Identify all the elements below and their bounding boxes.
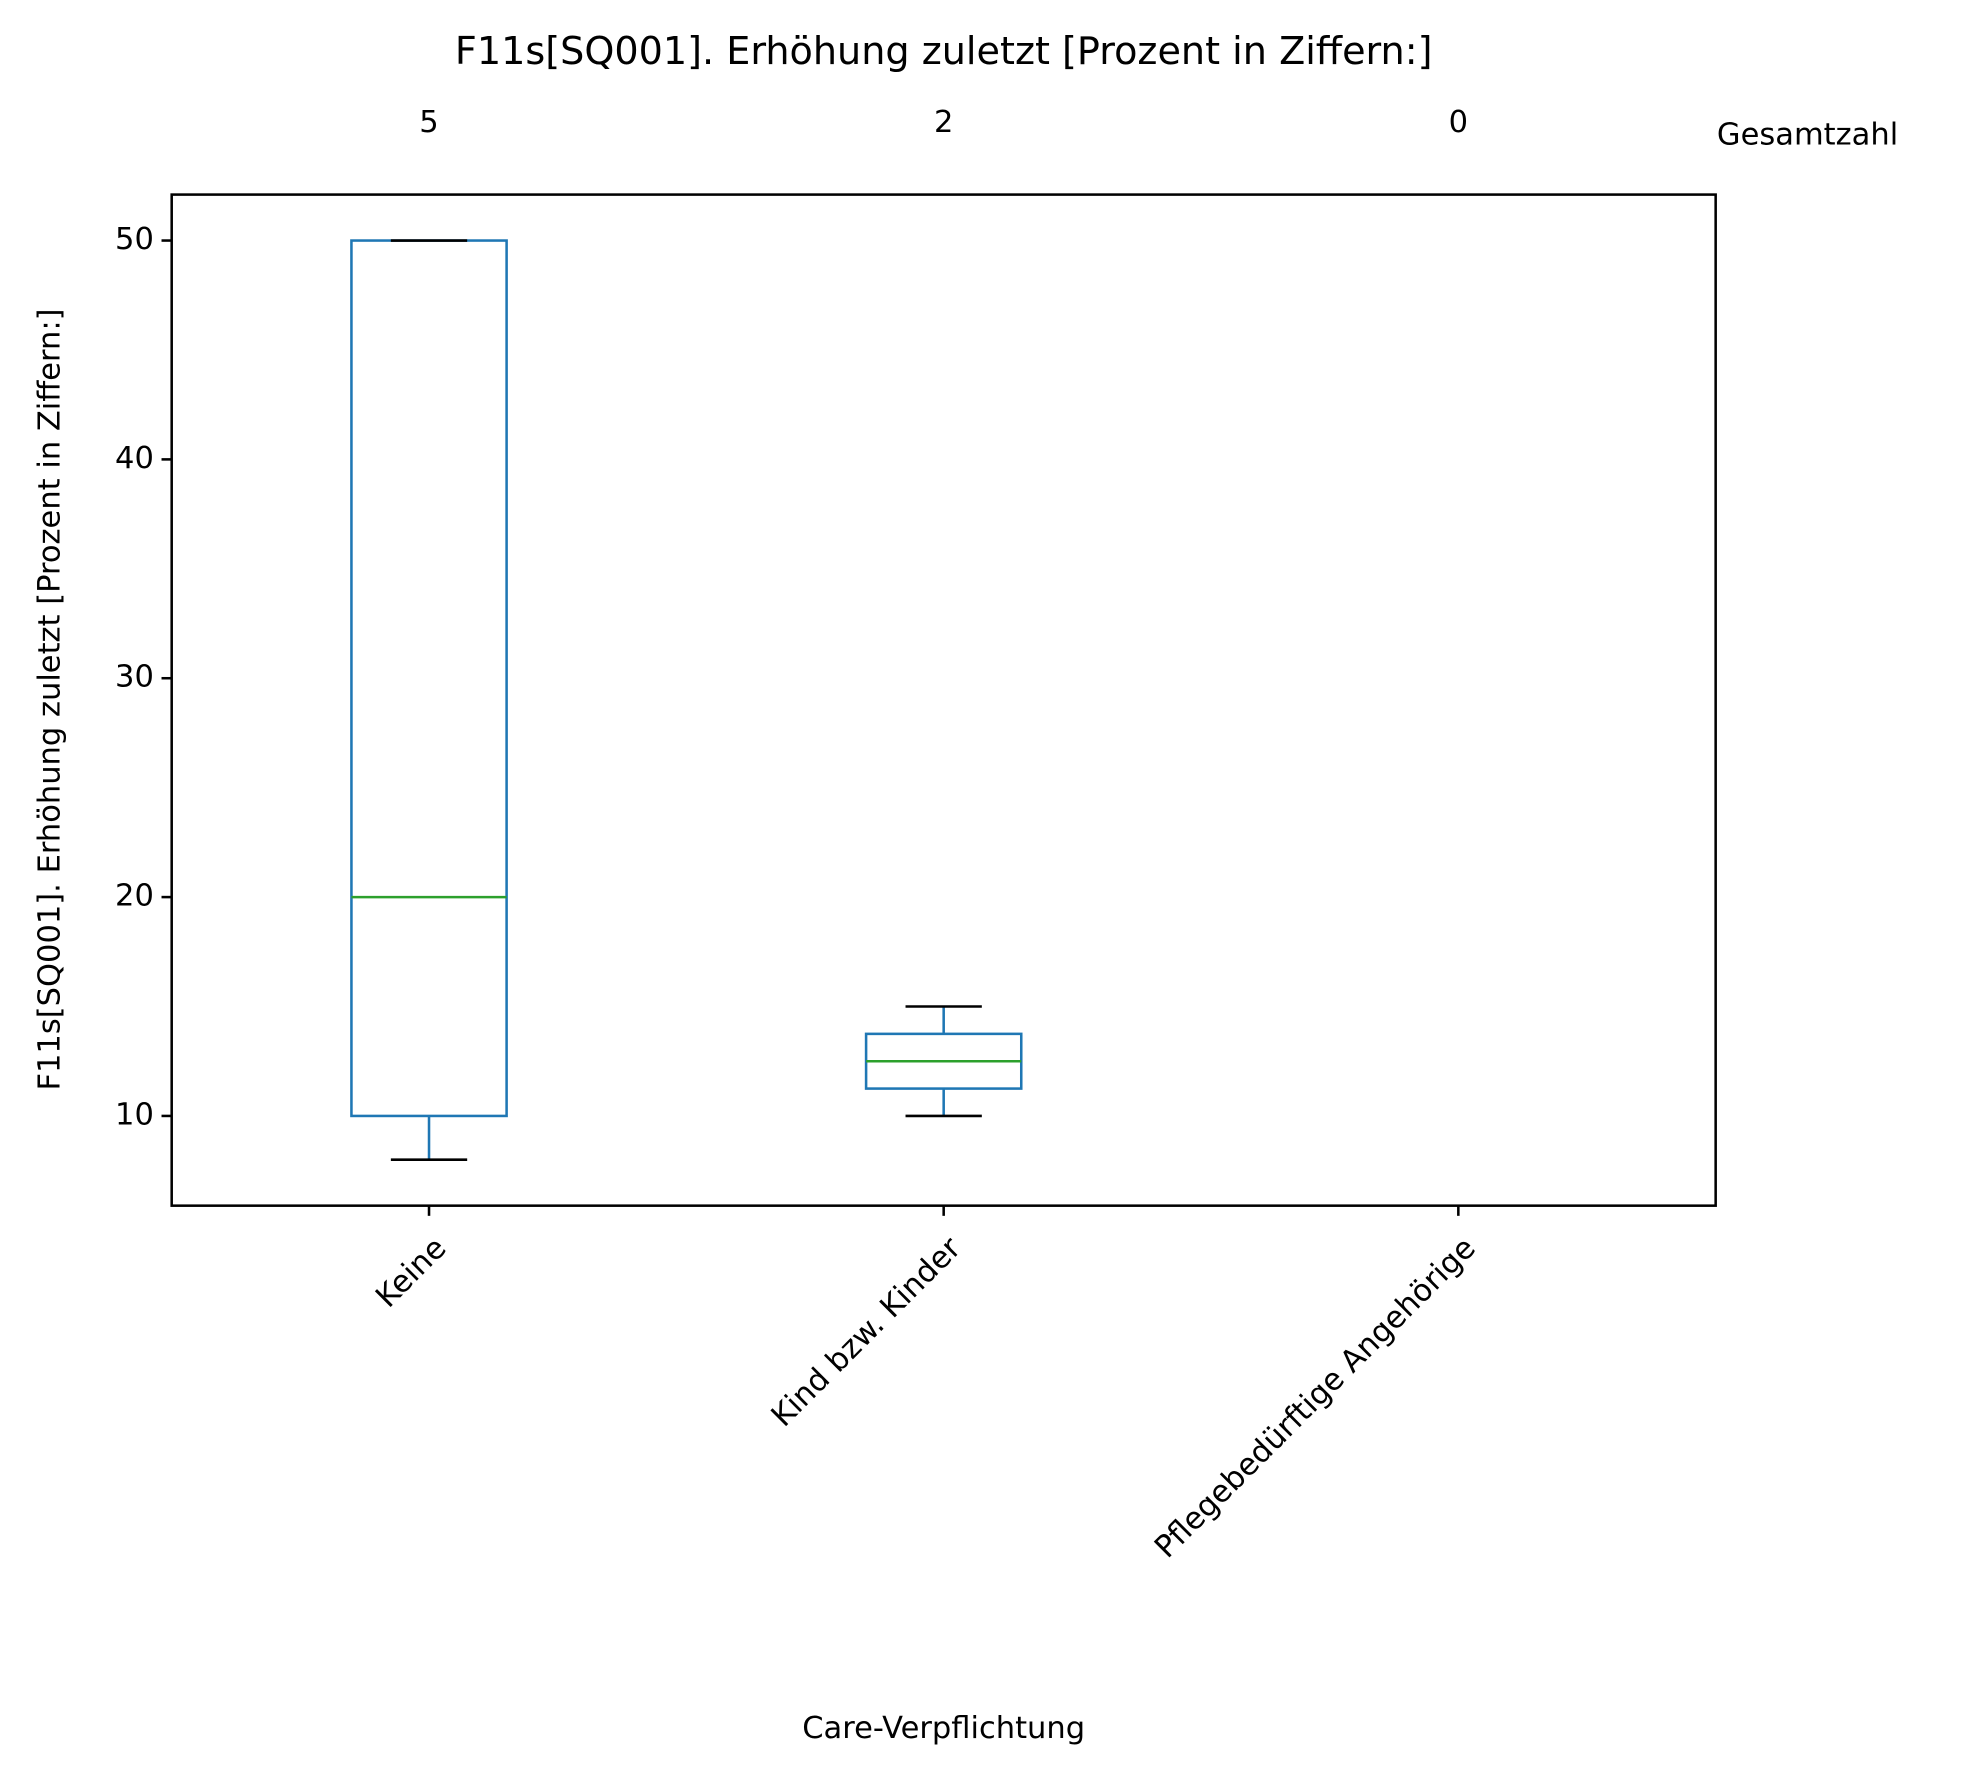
counts-label: Gesamtzahl bbox=[1717, 118, 1898, 153]
y-tick-label: 20 bbox=[115, 879, 154, 914]
x-axis-label: Care-Verpflichtung bbox=[802, 1711, 1085, 1746]
plot-frame bbox=[170, 193, 1717, 1207]
count-label: 0 bbox=[1449, 105, 1468, 140]
x-tick-label: Keine bbox=[369, 1231, 453, 1315]
y-tick-label: 40 bbox=[115, 441, 154, 476]
box bbox=[350, 239, 508, 1118]
y-axis-label: F11s[SQ001]. Erhöhung zuletzt [Prozent i… bbox=[32, 308, 67, 1090]
y-tick-label: 10 bbox=[115, 1097, 154, 1132]
count-label: 2 bbox=[934, 105, 953, 140]
y-tick-label: 30 bbox=[115, 660, 154, 695]
plot-root: F11s[SQ001]. Erhöhung zuletzt [Prozent i… bbox=[32, 29, 1898, 1746]
chart-title: F11s[SQ001]. Erhöhung zuletzt [Prozent i… bbox=[455, 29, 1433, 73]
count-label: 5 bbox=[419, 105, 438, 140]
y-tick-label: 50 bbox=[115, 222, 154, 257]
x-tick-label: Pflegebedürftige Angehörige bbox=[1148, 1231, 1482, 1565]
x-tick-label: Kind bzw. Kinder bbox=[765, 1230, 969, 1434]
